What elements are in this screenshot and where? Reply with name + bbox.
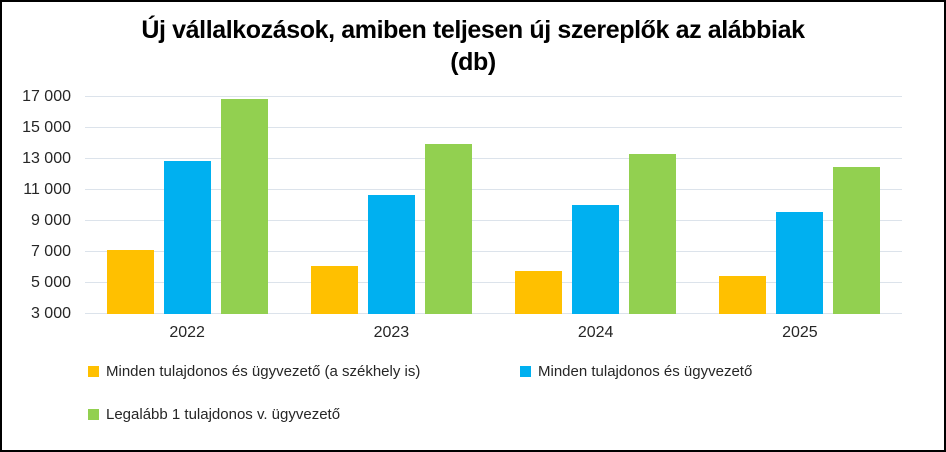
y-tick-label: 7 000 xyxy=(30,243,71,261)
plot-area: 3 000 5 000 7 000 9 000 11 000 13 000 15 000 17… xyxy=(22,88,902,322)
legend-label: Minden tulajdonos és ügyvezető (a székhe… xyxy=(106,362,421,380)
bar xyxy=(220,98,268,314)
bar xyxy=(424,143,472,314)
legend-item-series-1: Minden tulajdonos és ügyvezető xyxy=(520,363,752,380)
legend: Minden tulajdonos és ügyvezető (a székhe… xyxy=(88,361,752,424)
gridline xyxy=(85,220,902,221)
legend-item-series-2: Legalább 1 tulajdonos v. ügyvezető xyxy=(88,406,340,423)
bar xyxy=(833,166,881,314)
bar xyxy=(310,265,358,314)
y-tick-label: 9 000 xyxy=(30,212,71,229)
gridline xyxy=(85,282,902,283)
gridline xyxy=(85,158,902,159)
y-tick-label: 11 000 xyxy=(23,181,71,199)
gridline xyxy=(85,127,902,128)
bar-group-2024 xyxy=(494,97,698,314)
bar xyxy=(367,195,415,314)
legend-row-2: Legalább 1 tulajdonos v. ügyvezető xyxy=(88,404,752,424)
bar-group-2022 xyxy=(85,97,289,314)
chart-title: Új vállalkozások, amiben teljesen új sze… xyxy=(2,14,944,78)
legend-swatch-green xyxy=(88,408,99,420)
chart-title-line2: (db) xyxy=(450,48,496,76)
bar xyxy=(515,270,563,314)
x-tick-label: 2022 xyxy=(169,324,205,341)
x-axis-labels: 2022 2023 2024 2025 xyxy=(85,324,902,342)
bar xyxy=(106,249,154,314)
y-tick-label: 15 000 xyxy=(22,119,71,136)
legend-swatch-blue xyxy=(520,365,531,377)
gridline xyxy=(85,313,902,314)
y-tick-label: 5 000 xyxy=(30,274,71,292)
bar-group-2023 xyxy=(289,97,493,314)
y-tick-label: 17 000 xyxy=(22,88,71,105)
x-tick-label: 2023 xyxy=(373,324,410,341)
gridline xyxy=(85,251,902,252)
legend-item-series-0: Minden tulajdonos és ügyvezető (a székhe… xyxy=(88,363,520,380)
y-tick-label: 13 000 xyxy=(22,150,71,167)
bar xyxy=(776,212,824,314)
y-tick-label: 3 000 xyxy=(30,305,71,322)
bar xyxy=(572,204,620,314)
x-tick-label: 2025 xyxy=(782,324,818,341)
bar-groups xyxy=(85,97,902,314)
legend-label: Minden tulajdonos és ügyvezető xyxy=(538,362,753,380)
legend-swatch-orange xyxy=(88,365,99,377)
bar xyxy=(719,276,767,314)
legend-label: Legalább 1 tulajdonos v. ügyvezető xyxy=(106,405,341,423)
bar xyxy=(163,160,211,314)
gridline xyxy=(85,96,902,97)
legend-row-1: Minden tulajdonos és ügyvezető (a székhe… xyxy=(88,361,752,381)
chart-title-line1: Új vállalkozások, amiben teljesen új sze… xyxy=(141,16,805,44)
bar-group-2025 xyxy=(698,97,902,314)
x-tick-label: 2024 xyxy=(577,324,614,341)
bar xyxy=(629,154,677,314)
gridline xyxy=(85,189,902,190)
